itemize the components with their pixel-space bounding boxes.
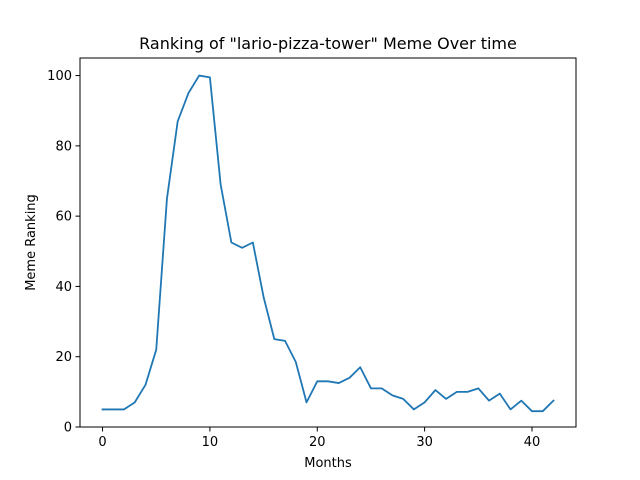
- y-tick-label: 20: [55, 350, 72, 365]
- y-axis-label: Meme Ranking: [24, 194, 39, 291]
- x-tick-label: 0: [98, 435, 106, 450]
- x-tick-label: 10: [202, 435, 219, 450]
- x-axis-label: Months: [304, 456, 352, 471]
- y-tick-label: 100: [47, 69, 72, 84]
- plot-frame: [79, 57, 577, 428]
- y-tick-label: 60: [55, 210, 72, 225]
- series-line: [101, 74, 555, 413]
- x-tick-label: 40: [524, 435, 541, 450]
- x-axis-ticks: 0 10 20 30 40: [98, 427, 540, 450]
- x-tick-label: 30: [416, 435, 433, 450]
- chart-title: Ranking of "lario-pizza-tower" Meme Over…: [139, 34, 517, 53]
- y-axis-ticks: 0 20 40 60 80 100: [47, 69, 80, 436]
- y-tick-label: 0: [64, 421, 72, 436]
- y-tick-label: 40: [55, 280, 72, 295]
- plot-area: [80, 58, 576, 427]
- y-tick-label: 80: [55, 139, 72, 154]
- x-tick-label: 20: [309, 435, 326, 450]
